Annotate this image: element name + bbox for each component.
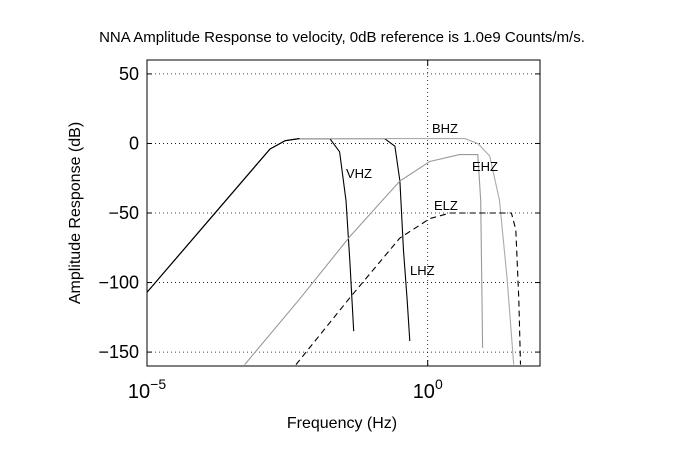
series-label: ELZ bbox=[434, 198, 458, 213]
series-label: VHZ bbox=[346, 166, 372, 181]
y-axis-label: Amplitude Response (dB) bbox=[67, 122, 84, 304]
x-tick-exponent: −5 bbox=[150, 376, 166, 392]
series-label: LHZ bbox=[410, 263, 435, 278]
x-tick-exponent: 0 bbox=[435, 376, 443, 392]
y-tick-label: −100 bbox=[98, 273, 139, 293]
series-line bbox=[299, 138, 515, 365]
series-label: EHZ bbox=[472, 159, 498, 174]
y-tick-label: −50 bbox=[108, 203, 139, 223]
x-tick-base: 10 bbox=[128, 381, 150, 403]
plot-frame bbox=[146, 59, 541, 367]
y-tick-label: 0 bbox=[129, 133, 139, 153]
x-axis-label: Frequency (Hz) bbox=[287, 415, 397, 432]
series-line bbox=[244, 154, 484, 365]
x-tick-base: 10 bbox=[413, 381, 435, 403]
series-line bbox=[295, 212, 522, 365]
plot-area bbox=[147, 138, 522, 365]
x-tick-label: 10−5 bbox=[128, 376, 166, 403]
x-tick-label: 100 bbox=[413, 376, 443, 403]
y-tick-label: −150 bbox=[98, 342, 139, 362]
series-line bbox=[147, 138, 411, 342]
series-label: BHZ bbox=[432, 121, 458, 136]
y-tick-label: 50 bbox=[119, 64, 139, 84]
chart-title: NNA Amplitude Response to velocity, 0dB … bbox=[99, 29, 585, 46]
